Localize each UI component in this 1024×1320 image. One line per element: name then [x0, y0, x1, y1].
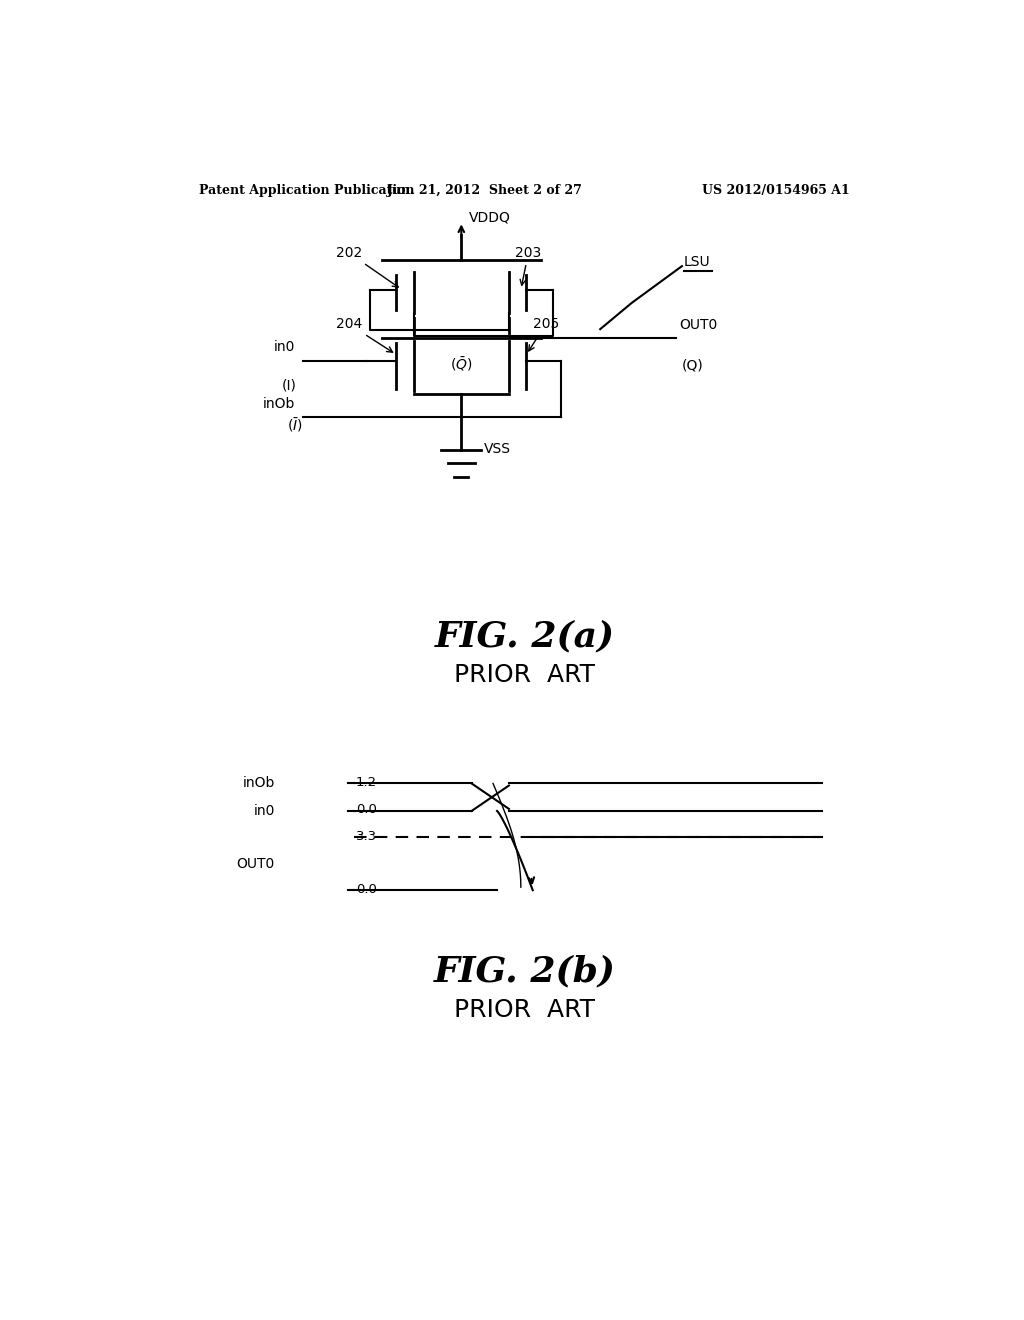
Text: US 2012/0154965 A1: US 2012/0154965 A1 [702, 185, 850, 198]
Text: Jun. 21, 2012  Sheet 2 of 27: Jun. 21, 2012 Sheet 2 of 27 [387, 185, 583, 198]
Text: in0: in0 [273, 339, 295, 354]
Text: VSS: VSS [483, 442, 511, 457]
Text: OUT0: OUT0 [237, 857, 274, 871]
Text: VDDQ: VDDQ [469, 210, 511, 224]
Text: PRIOR  ART: PRIOR ART [455, 998, 595, 1022]
Text: (Q): (Q) [682, 359, 703, 372]
Text: inOb: inOb [262, 397, 295, 412]
Text: 202: 202 [336, 246, 398, 286]
Text: 3.3: 3.3 [355, 830, 377, 843]
Text: (I): (I) [282, 379, 296, 393]
Text: FIG. 2(b): FIG. 2(b) [434, 954, 615, 989]
Text: PRIOR  ART: PRIOR ART [455, 663, 595, 686]
Text: FIG. 2(a): FIG. 2(a) [435, 619, 614, 653]
Text: 205: 205 [528, 317, 559, 351]
Text: in0: in0 [254, 804, 274, 818]
Text: Patent Application Publication: Patent Application Publication [200, 185, 415, 198]
Text: 203: 203 [515, 246, 542, 285]
Text: $(\bar{Q})$: $(\bar{Q})$ [451, 355, 472, 374]
Text: 0.0: 0.0 [355, 883, 377, 896]
Text: OUT0: OUT0 [680, 318, 718, 333]
Text: 0.0: 0.0 [355, 804, 377, 816]
Text: 1.2: 1.2 [355, 776, 377, 789]
Text: LSU: LSU [684, 255, 711, 269]
Text: inOb: inOb [243, 776, 274, 791]
Text: 204: 204 [336, 317, 392, 352]
Text: $(\bar{I})$: $(\bar{I})$ [287, 416, 303, 433]
